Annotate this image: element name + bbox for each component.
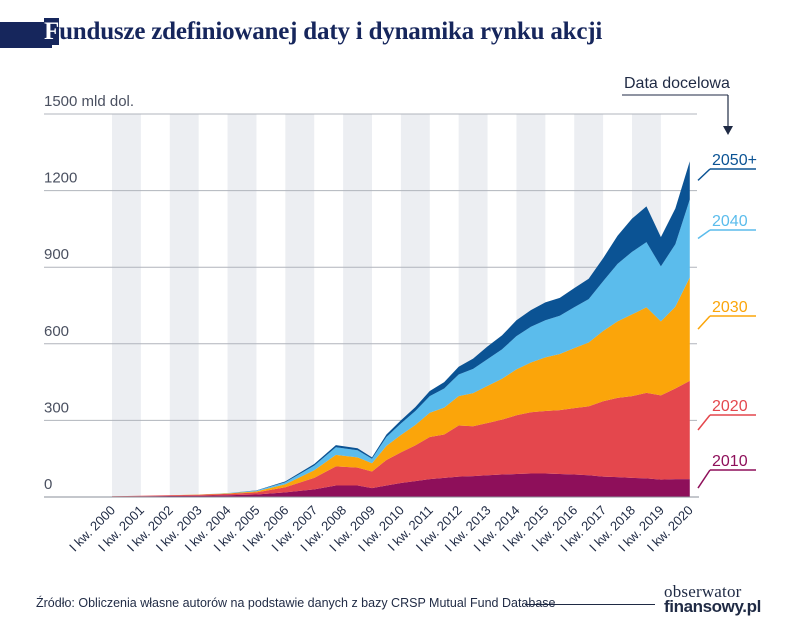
series-area-2010 [112, 473, 690, 497]
year-band [227, 114, 257, 497]
year-band [112, 114, 141, 497]
logo-line-1: obserwator [664, 582, 742, 601]
series-area-2020 [112, 380, 690, 497]
year-band [285, 114, 315, 497]
y-tick-label: 0 [44, 476, 52, 493]
series-leader [697, 414, 711, 431]
y-tick-label: 300 [44, 399, 69, 416]
logo-line-2: finansowy.pl [664, 597, 761, 616]
source-divider [525, 604, 655, 605]
series-leader [697, 229, 711, 240]
publisher-logo: obserwator finansowy.pl [664, 582, 761, 616]
year-band [169, 114, 199, 497]
series-leader [697, 469, 711, 489]
series-leader [697, 168, 711, 181]
series-area-2040 [112, 199, 690, 497]
year-band [343, 114, 372, 497]
title-rest: undusze zdefiniowanej daty i dynamika ry… [59, 18, 603, 45]
series-label: 2010 [712, 453, 748, 470]
series-label: 2020 [712, 398, 748, 415]
series-label: 2030 [712, 299, 748, 316]
legend-title: Data docelowa [624, 75, 730, 92]
legend-arrow-head [723, 126, 733, 135]
source-note: Źródło: Obliczenia własne autorów na pod… [36, 596, 556, 610]
title-accent-bar [0, 22, 52, 48]
series-area-2030 [112, 277, 690, 497]
y-tick-label: 900 [44, 246, 69, 263]
chart-title: Fundusze zdefiniowanej daty i dynamika r… [44, 18, 602, 46]
y-tick-label: 600 [44, 323, 69, 340]
series-leader [697, 315, 711, 330]
y-tick-label: 1200 [44, 170, 77, 187]
y-tick-label: 1500 mld dol. [44, 93, 134, 110]
title-first-letter: F [44, 18, 60, 45]
series-label: 2050+ [712, 152, 757, 169]
series-label: 2040 [712, 213, 748, 230]
